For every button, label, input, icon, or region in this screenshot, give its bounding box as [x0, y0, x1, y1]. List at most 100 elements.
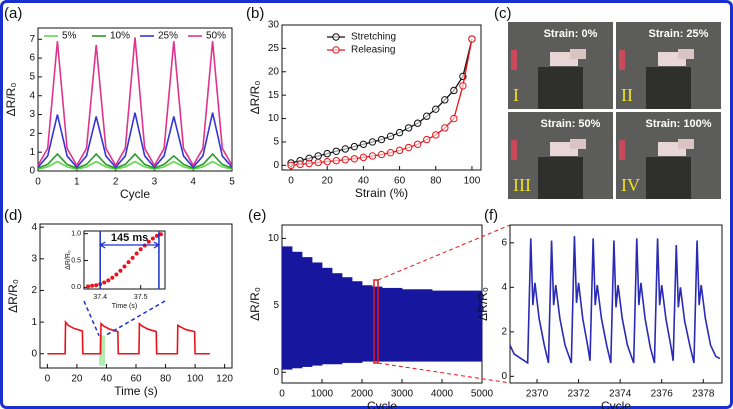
inset-connector	[104, 300, 166, 337]
x-tick-label: 2378	[692, 389, 715, 400]
y-tick-label: 1	[31, 317, 37, 328]
photo-ruler	[619, 50, 625, 70]
x-tick-label: 60	[130, 374, 142, 385]
x-tick-label: 5000	[471, 389, 494, 400]
band-segment	[292, 251, 303, 369]
data-point	[432, 131, 440, 139]
data-point	[150, 236, 155, 241]
y-tick-label: 1	[29, 147, 35, 158]
y-tick-label: 3	[31, 253, 37, 264]
data-point	[314, 152, 322, 160]
legend-label: 10%	[110, 31, 130, 42]
x-tick-label: 4000	[431, 389, 454, 400]
panel: 2370 2372 2374 2376 2378 0 2 4 6 Cycle ΔR/R₀ (f)	[476, 207, 723, 409]
data-point	[332, 156, 340, 165]
y-axis-label: ΔR/R₀	[65, 250, 72, 270]
x-tick-label: 0	[279, 389, 285, 400]
data-point	[432, 105, 440, 113]
data-point	[413, 119, 422, 127]
band-segment	[442, 290, 453, 362]
data-point	[368, 138, 377, 146]
data-point	[341, 145, 350, 153]
span-arrow	[98, 241, 161, 249]
y-tick-label: 3	[29, 109, 35, 120]
y-tick-label: 0	[501, 371, 507, 382]
y-tick-label: 30	[268, 20, 280, 31]
data-line	[37, 37, 233, 167]
data-point	[323, 149, 331, 158]
y-tick-label: 4	[501, 282, 507, 293]
data-point	[102, 280, 107, 285]
band-segment	[352, 281, 363, 363]
x-tick-label: 100	[187, 374, 204, 385]
data-point	[126, 260, 131, 265]
band-segment	[332, 273, 343, 365]
band-segment	[412, 289, 423, 362]
photo-clamp	[646, 157, 691, 199]
photo: Strain: 100% IV	[616, 112, 721, 199]
band-segment	[392, 287, 403, 362]
panel-label: (c)	[494, 5, 512, 22]
x-tick-label: 1	[74, 177, 80, 188]
data-point	[138, 247, 143, 252]
x-tick-label: 120	[216, 374, 233, 385]
photo-sample	[570, 49, 586, 59]
x-tick-label: 1000	[311, 389, 334, 400]
band-segment	[432, 290, 443, 362]
panel: 0 1 2 3 4 5 0 1 2 3 4 5 6 7 Cycle ΔR/R₀ (a) 5% 10% 25% 50%	[4, 5, 235, 201]
x-tick-label: 20	[322, 176, 334, 187]
data-point	[386, 148, 395, 157]
x-tick-label: 0	[45, 374, 51, 385]
data-point	[158, 232, 163, 237]
data-point	[287, 161, 295, 170]
data-point	[441, 124, 449, 132]
data-point	[468, 35, 476, 43]
data-point	[122, 264, 127, 269]
x-tick-label: 20	[71, 374, 83, 385]
highlight-region	[373, 279, 379, 364]
legend-label: 25%	[158, 31, 178, 42]
data-line	[509, 236, 721, 365]
photo-numeral: I	[513, 85, 519, 105]
photo: Strain: 25% II	[616, 22, 721, 109]
data-point	[86, 284, 91, 289]
data-point	[395, 128, 404, 137]
highlight-region	[99, 335, 105, 366]
x-tick-label: 5	[229, 177, 235, 188]
span-annotation: 145 ms	[111, 232, 148, 244]
photo-numeral: III	[513, 175, 531, 195]
band-segment	[342, 277, 353, 363]
legend-marker	[332, 33, 340, 41]
y-tick-label: 0.0	[71, 284, 81, 291]
y-tick-label: 2	[501, 326, 507, 337]
band-segment	[382, 287, 393, 362]
y-tick-label: 5	[29, 72, 35, 83]
data-point	[404, 143, 413, 152]
data-point	[314, 158, 322, 167]
photo-strain-label: Strain: 50%	[541, 118, 601, 130]
x-tick-label: 2000	[351, 389, 374, 400]
panel-label: (f)	[484, 207, 498, 224]
y-tick-label: 5	[273, 137, 279, 148]
legend-label: Releasing	[351, 45, 395, 56]
photo-ruler	[511, 50, 517, 70]
inset-connector	[83, 300, 100, 337]
x-tick-label: 100	[464, 176, 481, 187]
y-tick-label: 1.0	[71, 231, 81, 238]
x-tick-label: 40	[101, 374, 113, 385]
data-point	[296, 160, 304, 169]
y-tick-label: 2	[31, 285, 37, 296]
data-point	[441, 96, 449, 104]
data-line	[37, 152, 233, 170]
x-tick-label: 2	[113, 177, 119, 188]
data-point	[359, 153, 368, 162]
y-tick-label: 4	[29, 90, 35, 101]
x-tick-label: 0	[288, 176, 294, 187]
panel-label: (a)	[4, 5, 22, 22]
data-point	[323, 157, 331, 166]
y-tick-label: 0.5	[71, 257, 81, 264]
data-point	[110, 275, 115, 280]
data-point	[450, 86, 458, 95]
photo-clamp	[538, 157, 583, 199]
data-point	[94, 283, 99, 288]
